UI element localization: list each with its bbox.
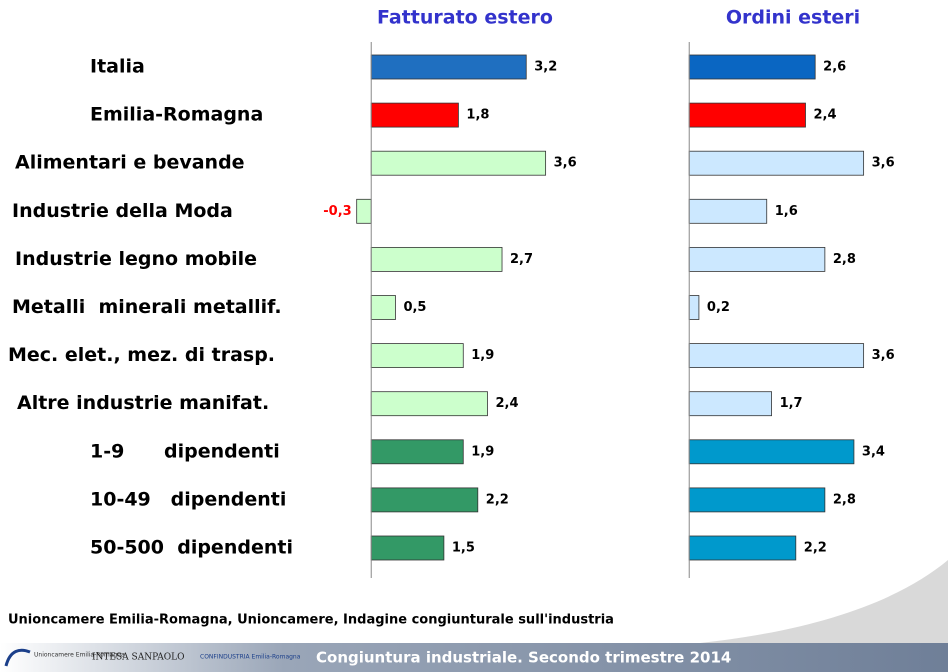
value-label: 1,5 (452, 541, 475, 556)
value-label: 2,8 (833, 492, 856, 507)
category-label: Industrie della Moda (12, 200, 233, 222)
logo-confindustria: CONFINDUSTRIA Emilia-Romagna (200, 654, 301, 661)
chart-title: Fatturato estero (377, 7, 553, 29)
value-label: 3,6 (872, 156, 895, 171)
bar (688, 54, 816, 80)
swoosh (700, 560, 948, 643)
value-label: 2,7 (510, 252, 533, 267)
category-label: 10-49 dipendenti (90, 488, 286, 510)
bar (688, 439, 855, 465)
value-label: 3,4 (862, 444, 885, 459)
bar (688, 487, 826, 513)
value-label: 0,2 (707, 300, 730, 315)
bar (688, 150, 865, 176)
category-label: Alimentari e bevande (15, 152, 245, 174)
bar (370, 439, 464, 465)
value-label: 1,6 (775, 204, 798, 219)
bar (356, 198, 372, 224)
category-label: Emilia-Romagna (90, 104, 263, 126)
value-label: 3,2 (534, 60, 557, 75)
category-label: 50-500 dipendenti (90, 537, 293, 559)
logo-intesa: INTESA SANPAOLO (92, 653, 185, 663)
bar (688, 246, 826, 272)
bar (370, 391, 488, 417)
value-label: 3,6 (872, 348, 895, 363)
bar (688, 102, 806, 128)
category-label: Mec. elet., mez. di trasp. (8, 344, 275, 366)
category-label: Metalli minerali metallif. (12, 296, 282, 318)
footer-caption: Congiuntura industriale. Secondo trimest… (316, 649, 731, 667)
category-label: Altre industrie manifat. (17, 392, 269, 414)
bar (370, 343, 464, 369)
logo-mark (4, 648, 31, 667)
category-label: 1-9 dipendenti (90, 440, 280, 462)
bar (370, 535, 445, 561)
source: Unioncamere Emilia-Romagna, Unioncamere,… (8, 613, 614, 628)
category-label: Industrie legno mobile (15, 248, 257, 270)
value-label: 2,4 (813, 108, 836, 123)
bar (688, 343, 865, 369)
value-label: 1,9 (471, 348, 494, 363)
value-label: 0,5 (403, 300, 426, 315)
bar (688, 535, 797, 561)
value-label: 2,6 (823, 60, 846, 75)
bar (370, 295, 396, 320)
footer-band (0, 643, 948, 672)
value-label: -0,3 (323, 204, 351, 219)
bar (688, 295, 700, 320)
bar (688, 198, 768, 224)
value-label: 1,9 (471, 444, 494, 459)
bar (370, 54, 527, 80)
chart-title: Ordini esteri (726, 7, 860, 29)
value-label: 2,2 (486, 492, 509, 507)
category-label: Italia (90, 56, 145, 78)
bar (370, 487, 479, 513)
value-label: 2,4 (495, 396, 518, 411)
value-label: 1,8 (466, 108, 489, 123)
bar (688, 391, 772, 417)
value-label: 2,8 (833, 252, 856, 267)
value-label: 1,7 (780, 396, 803, 411)
value-label: 3,6 (554, 156, 577, 171)
bar (370, 246, 503, 272)
logo-unioncamere: Unioncamere Emilia-Romagna (34, 652, 125, 659)
bar (370, 102, 459, 128)
bar (370, 150, 547, 176)
value-label: 2,2 (804, 541, 827, 556)
